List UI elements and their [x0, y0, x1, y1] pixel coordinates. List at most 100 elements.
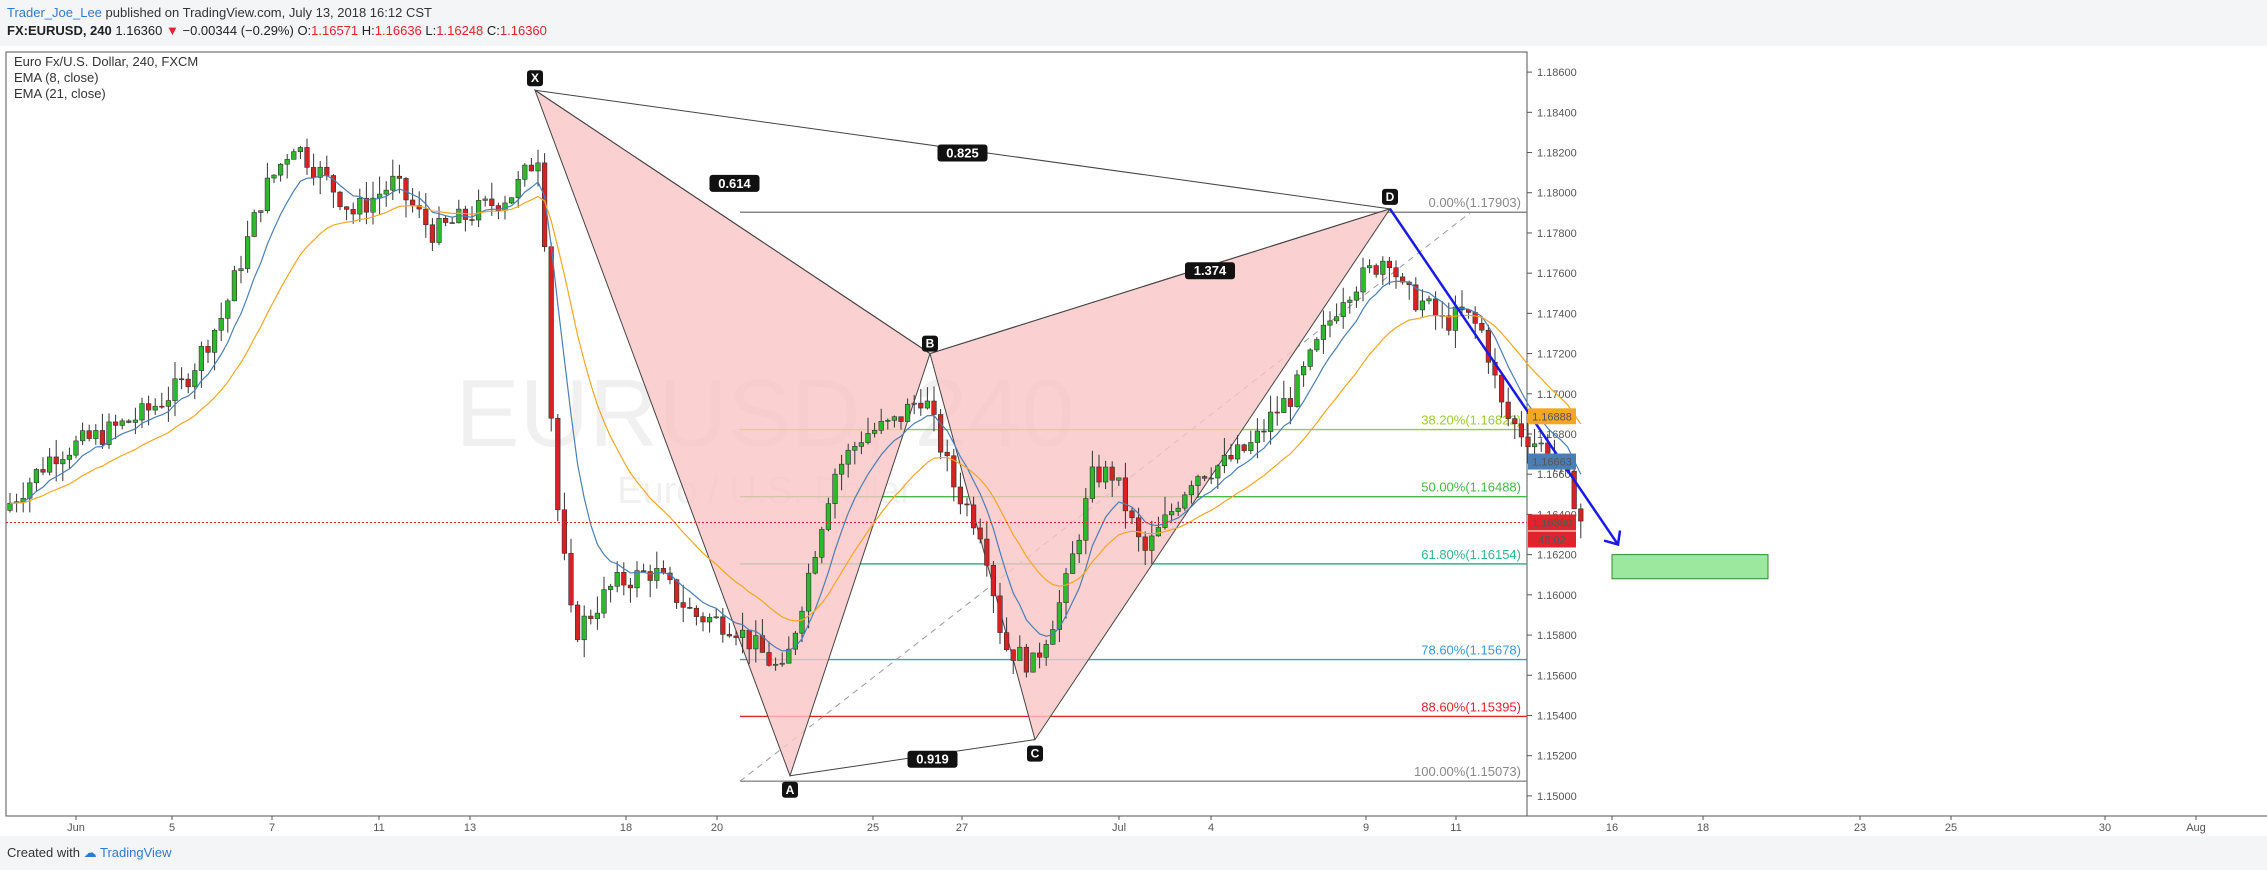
change-value: −0.00344 (−0.29%) — [182, 23, 294, 38]
candle-body — [1063, 573, 1069, 603]
candle-body — [198, 346, 205, 371]
candle-body — [805, 572, 812, 612]
candle-body — [1175, 507, 1181, 512]
candle-body — [522, 164, 528, 180]
ratio-label: 0.825 — [946, 146, 979, 161]
x-tick-label: 18 — [620, 822, 632, 834]
x-tick-label: 25 — [1945, 822, 1957, 834]
candle-body — [1452, 306, 1458, 331]
candle-body — [1215, 465, 1221, 479]
candle-body — [1373, 265, 1379, 275]
created-label: Created with — [7, 845, 80, 860]
candle-body — [706, 617, 713, 623]
candle-body — [898, 416, 904, 422]
candle-body — [772, 663, 779, 666]
candle-body — [957, 486, 963, 505]
x-tick-label: Jun — [67, 822, 85, 834]
x-tick-label: 20 — [711, 822, 723, 834]
candle-body — [1571, 470, 1577, 510]
candle-body — [515, 179, 521, 199]
candle-body — [1320, 324, 1326, 340]
candle-body — [1149, 535, 1155, 551]
candle-body — [1096, 466, 1102, 483]
candle-body — [1056, 602, 1062, 630]
candle-body — [277, 163, 284, 176]
x-tick-label: 18 — [1697, 822, 1709, 834]
candle-body — [1287, 398, 1293, 407]
x-tick-label: Aug — [2186, 822, 2206, 834]
candle-body — [1129, 510, 1135, 519]
candle-body — [1169, 511, 1175, 516]
legend-entry: Euro Fx/U.S. Dollar, 240, FXCM — [14, 54, 198, 69]
candle-body — [363, 197, 370, 213]
candle-body — [1182, 494, 1188, 509]
candle-body — [1109, 466, 1115, 481]
candle-body — [423, 208, 429, 226]
candle-body — [343, 206, 350, 210]
candle-body — [469, 219, 475, 221]
y-tick-label: 1.18400 — [1537, 107, 1577, 119]
pattern-point-badge — [1382, 188, 1398, 205]
candle-body — [1142, 536, 1148, 551]
candle-body — [324, 166, 330, 176]
candle-body — [1155, 527, 1161, 537]
candle-body — [911, 402, 917, 405]
candle-body — [786, 648, 792, 664]
candle-body — [304, 147, 310, 168]
candle-body — [205, 346, 211, 353]
candle-body — [1340, 302, 1346, 317]
y-tick-label: 1.18600 — [1537, 67, 1577, 79]
candle-body — [1030, 652, 1036, 673]
candle-body — [99, 430, 105, 445]
candle-body — [541, 162, 548, 248]
candle-body — [1162, 514, 1168, 528]
candle-body — [146, 403, 152, 411]
candle-body — [33, 469, 39, 484]
publish-line: Trader_Joe_Lee published on TradingView.… — [7, 5, 432, 20]
candle-body — [1235, 444, 1241, 460]
candle-body — [574, 604, 581, 641]
candle-body — [1043, 644, 1049, 658]
candle-body — [726, 634, 732, 637]
price-tag — [1528, 514, 1576, 531]
candle-body — [251, 212, 257, 237]
candle-body — [1116, 477, 1122, 481]
candle-body — [640, 570, 647, 572]
price-tag — [1528, 408, 1576, 425]
candle-body — [1578, 508, 1584, 522]
pattern-point-badge — [1027, 745, 1043, 762]
candle-body — [1268, 411, 1274, 432]
candle-body — [1485, 329, 1491, 363]
price-tag — [1528, 531, 1576, 548]
x-tick-label: 27 — [956, 822, 968, 834]
candle-body — [792, 632, 798, 650]
candle-body — [185, 378, 191, 388]
y-tick-label: 1.17600 — [1537, 268, 1577, 280]
candle-body — [152, 405, 158, 411]
low-label: L: — [425, 23, 437, 38]
candle-body — [126, 420, 132, 423]
candle-body — [1070, 553, 1076, 574]
chart-area[interactable]: EURUSD, 240Euro / U.S. Dollar1.186001.18… — [0, 46, 2267, 836]
candle-body — [1076, 539, 1082, 555]
legend-entry: EMA (8, close) — [14, 70, 99, 85]
ratio-label: 0.919 — [916, 752, 949, 767]
candle-body — [924, 400, 930, 409]
candle-body — [429, 224, 436, 243]
candle-body — [1327, 320, 1333, 326]
ratio-badge — [907, 750, 958, 768]
tradingview-link[interactable]: TradingView — [100, 845, 172, 860]
candle-body — [779, 662, 785, 665]
candle-body — [93, 430, 99, 439]
candle-body — [271, 174, 277, 179]
author-link[interactable]: Trader_Joe_Lee — [7, 5, 102, 20]
candle-body — [1281, 398, 1287, 413]
close-value: 1.16360 — [499, 23, 547, 38]
fib-level-label: 0.00%(1.17903) — [1428, 195, 1521, 210]
pattern-point-badge — [782, 781, 798, 798]
candle-body — [1393, 267, 1399, 278]
y-tick-label: 1.15600 — [1537, 670, 1577, 682]
candle-body — [1195, 476, 1201, 486]
candle-body — [634, 570, 640, 589]
candle-body — [1400, 276, 1406, 283]
